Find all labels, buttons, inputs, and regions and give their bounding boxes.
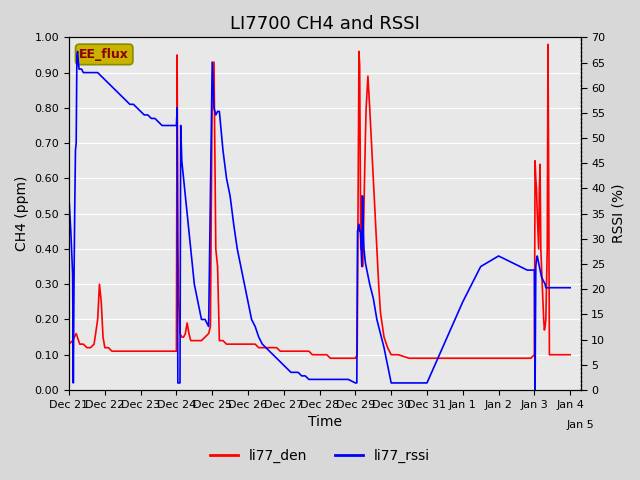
li77_den — [566, 352, 574, 358]
Line: li77_den: li77_den — [69, 44, 570, 358]
li77_rssi — [209, 59, 216, 65]
Y-axis label: CH4 (ppm): CH4 (ppm) — [15, 176, 29, 252]
li77_rssi — [566, 285, 574, 290]
li77_rssi — [330, 376, 338, 382]
li77_rssi — [477, 264, 484, 269]
Text: Jan 5: Jan 5 — [567, 420, 595, 430]
li77_rssi — [173, 122, 180, 128]
li77_den — [65, 341, 73, 347]
li77_rssi — [223, 176, 230, 181]
li77_den — [544, 41, 552, 47]
li77_den — [326, 355, 334, 361]
li77_rssi — [65, 196, 73, 202]
Legend: li77_den, li77_rssi: li77_den, li77_rssi — [204, 443, 436, 468]
Title: LI7700 CH4 and RSSI: LI7700 CH4 and RSSI — [230, 15, 420, 33]
li77_den — [380, 334, 388, 340]
li77_den — [535, 246, 543, 252]
li77_rssi — [360, 246, 368, 252]
li77_den — [216, 338, 223, 344]
li77_den — [357, 211, 365, 216]
li77_rssi — [74, 48, 81, 54]
li77_den — [531, 352, 538, 358]
li77_den — [214, 264, 221, 269]
li77_rssi — [531, 387, 539, 393]
X-axis label: Time: Time — [308, 415, 342, 429]
Line: li77_rssi: li77_rssi — [69, 51, 570, 390]
Text: EE_flux: EE_flux — [79, 48, 129, 61]
Y-axis label: RSSI (%): RSSI (%) — [611, 184, 625, 243]
